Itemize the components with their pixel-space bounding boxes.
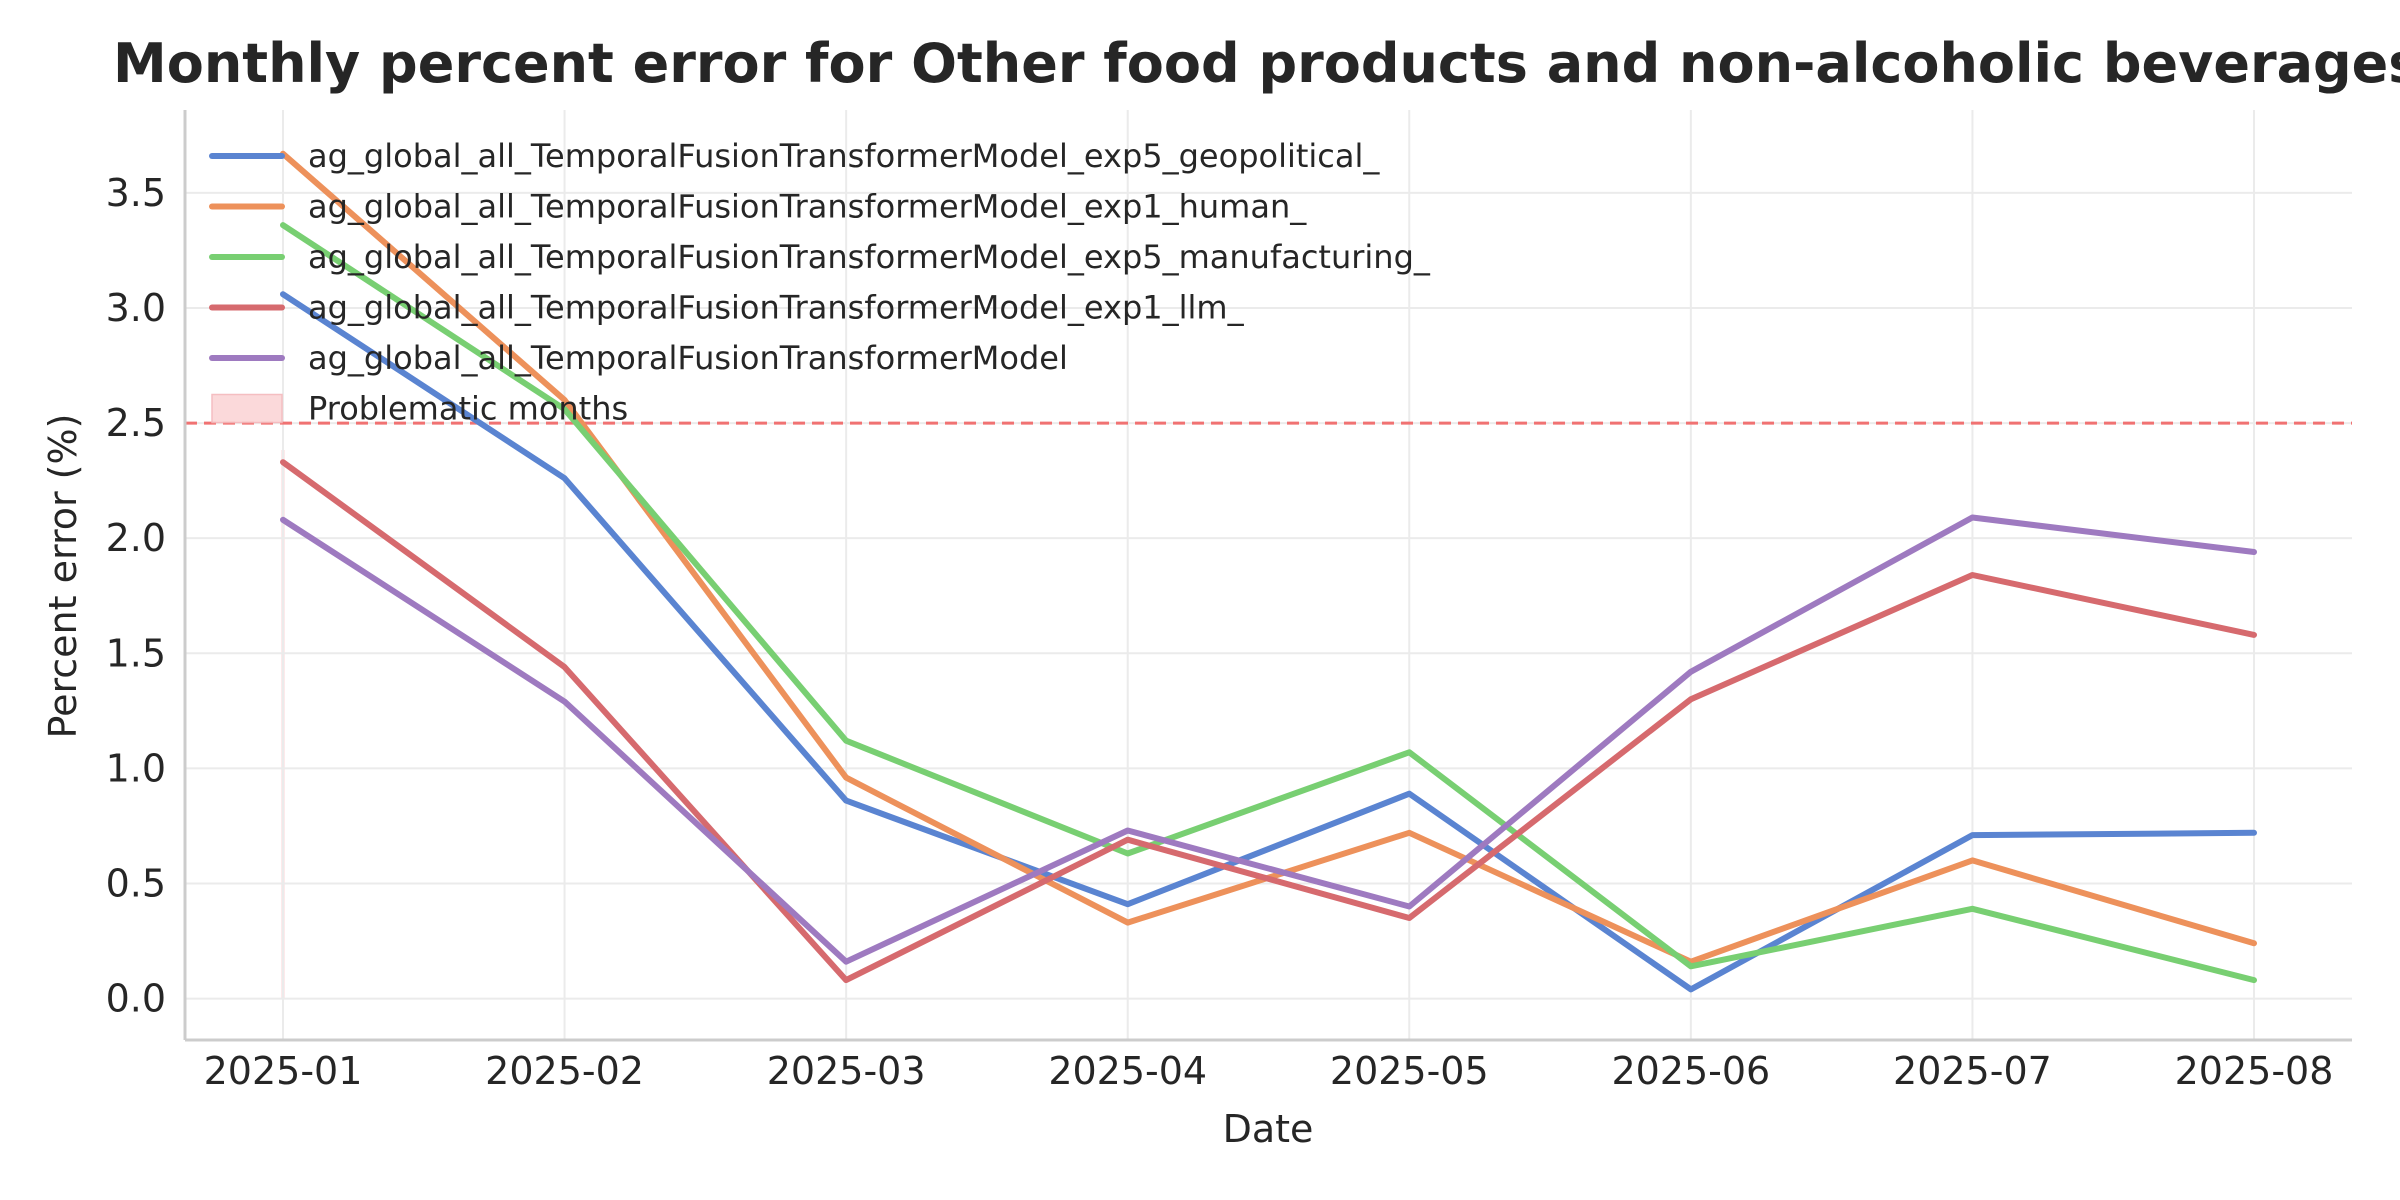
- y-tick-label: 0.0: [106, 977, 166, 1021]
- y-tick-labels: 0.0 0.5 1.0 1.5 2.0 2.5 3.0 3.5: [106, 171, 166, 1021]
- y-tick-label: 1.5: [106, 631, 166, 675]
- x-tick-labels: 2025-01 2025-02 2025-03 2025-04 2025-05 2025-…: [204, 1049, 2334, 1093]
- x-tick-label: 2025-08: [2175, 1049, 2334, 1093]
- legend-swatch: [211, 393, 283, 424]
- x-tick-label: 2025-07: [1893, 1049, 2052, 1093]
- y-tick-label: 2.0: [106, 516, 166, 560]
- x-tick-label: 2025-01: [204, 1049, 363, 1093]
- series-line-3: [280, 222, 2257, 984]
- y-tick-label: 3.5: [106, 171, 166, 215]
- axes: [183, 110, 2352, 1042]
- legend-label: ag_global_all_TemporalFusionTransformerM…: [308, 339, 1068, 377]
- legend: ag_global_all_TemporalFusionTransformerM…: [209, 137, 1431, 428]
- series-line-1: [280, 291, 2257, 993]
- chart-title: Monthly percent error for Other food pro…: [113, 32, 2400, 95]
- legend-label: Problematic months: [308, 390, 628, 428]
- x-tick-label: 2025-03: [767, 1049, 926, 1093]
- y-tick-label: 3.0: [106, 286, 166, 330]
- legend-label: ag_global_all_TemporalFusionTransformerM…: [308, 238, 1431, 276]
- series-line-5: [280, 514, 2257, 965]
- x-tick-label: 2025-05: [1330, 1049, 1489, 1093]
- legend-label: ag_global_all_TemporalFusionTransformerM…: [308, 137, 1380, 175]
- y-tick-label: 1.0: [106, 746, 166, 790]
- x-tick-label: 2025-04: [1048, 1049, 1207, 1093]
- series-lines: [280, 150, 2257, 993]
- series-line-4: [280, 459, 2257, 984]
- y-tick-label: 0.5: [106, 861, 166, 905]
- legend-label: ag_global_all_TemporalFusionTransformerM…: [308, 289, 1245, 327]
- x-tick-label: 2025-02: [485, 1049, 644, 1093]
- x-tick-label: 2025-06: [1611, 1049, 1770, 1093]
- x-axis-label: Date: [1223, 1107, 1314, 1151]
- y-tick-label: 2.5: [106, 401, 166, 445]
- legend-label: ag_global_all_TemporalFusionTransformerM…: [308, 188, 1307, 226]
- y-axis-label: Percent error (%): [41, 414, 85, 739]
